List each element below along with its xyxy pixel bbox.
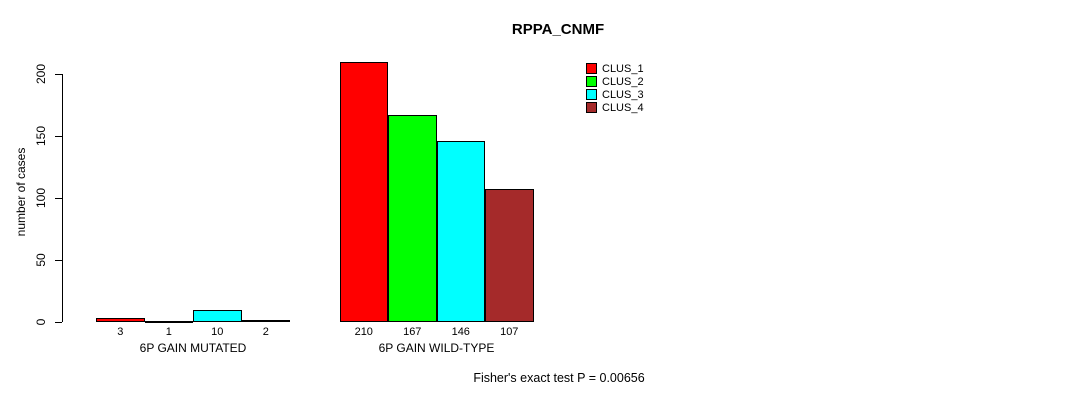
bar-value-label: 167: [403, 326, 422, 338]
bar-clus_1-2: [339, 61, 388, 322]
group-label: 6P GAIN MUTATED: [139, 341, 247, 355]
y-tick-label: 150: [34, 125, 48, 147]
y-axis-label: number of cases: [14, 147, 28, 237]
legend-label: CLUS_2: [602, 75, 644, 88]
bar-clus_3-2: [436, 140, 485, 322]
bar-value-label: 2: [262, 326, 269, 338]
y-tick: [55, 198, 62, 199]
y-tick-label: 200: [34, 63, 48, 85]
legend-item: CLUS_4: [586, 101, 644, 114]
legend-swatch-icon: [586, 102, 597, 113]
chart-title: RPPA_CNMF: [511, 21, 605, 38]
bar-clus_3-1: [193, 309, 242, 322]
bar-clus_2-2: [388, 114, 437, 322]
y-tick: [55, 260, 62, 261]
y-tick-label: 50: [34, 253, 48, 267]
bar-clus_2-1: [144, 320, 193, 323]
legend-swatch-icon: [586, 89, 597, 100]
y-tick: [55, 322, 62, 323]
y-tick: [55, 136, 62, 137]
legend-label: CLUS_3: [602, 88, 644, 101]
bar-clus_1-1: [96, 318, 145, 322]
bar-clus_4-1: [241, 319, 290, 322]
legend-swatch-icon: [586, 63, 597, 74]
bar-clus_4-2: [485, 189, 534, 322]
y-axis-line: [62, 74, 63, 322]
bar-value-label: 1: [165, 326, 172, 338]
group-label: 6P GAIN WILD-TYPE: [378, 341, 495, 355]
y-tick-label: 100: [34, 187, 48, 209]
legend-item: CLUS_2: [586, 75, 644, 88]
legend-label: CLUS_4: [602, 101, 644, 114]
legend-swatch-icon: [586, 76, 597, 87]
bar-value-label: 210: [354, 326, 373, 338]
y-tick-label: 0: [34, 318, 48, 326]
legend-item: CLUS_3: [586, 88, 644, 101]
bar-value-label: 10: [211, 326, 224, 338]
legend-item: CLUS_1: [586, 62, 644, 75]
y-tick: [55, 74, 62, 75]
legend-label: CLUS_1: [602, 62, 644, 75]
bar-value-label: 107: [500, 326, 519, 338]
bar-value-label: 3: [117, 326, 124, 338]
bar-value-label: 146: [451, 326, 470, 338]
legend: CLUS_1 CLUS_2 CLUS_3 CLUS_4: [586, 62, 644, 114]
annotation-text: Fisher's exact test P = 0.00656: [473, 371, 645, 385]
